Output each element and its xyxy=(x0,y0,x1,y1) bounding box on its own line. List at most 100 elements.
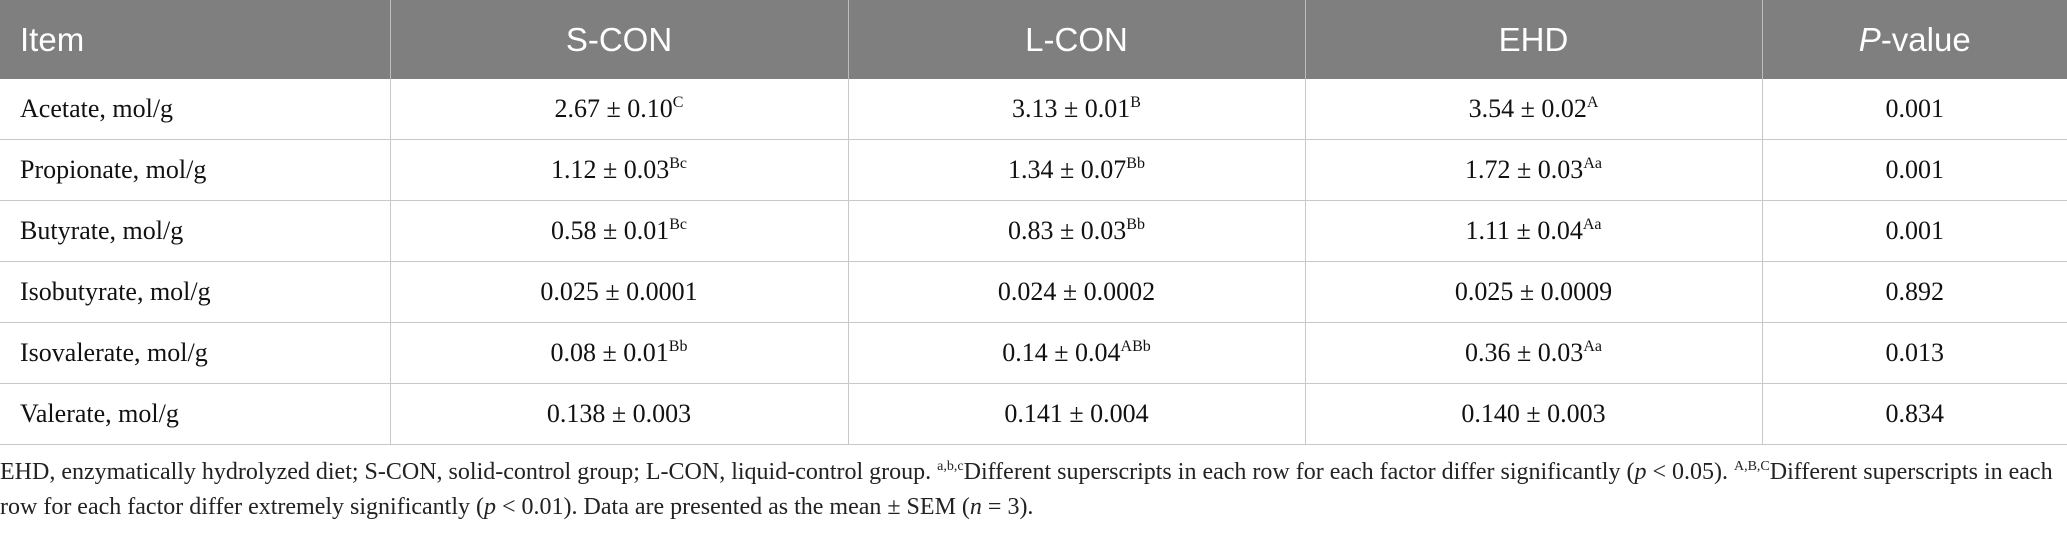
cell-text: Propionate, mol/g xyxy=(20,155,207,184)
superscript: C xyxy=(672,94,684,111)
table-row: Propionate, mol/g 1.12 ± 0.03Bc 1.34 ± 0.0… xyxy=(0,139,2067,201)
table-cell: 0.834 xyxy=(1761,383,2067,445)
cell-text: Isobutyrate, mol/g xyxy=(20,277,211,306)
table-cell: 0.024 ± 0.0002 xyxy=(847,261,1305,323)
table-row: Acetate, mol/g 2.67 ± 0.10C 3.13 ± 0.01B 3.… xyxy=(0,79,2067,140)
cell-text: Butyrate, mol/g xyxy=(20,216,184,245)
table-cell: 0.138 ± 0.003 xyxy=(389,383,848,445)
table-row: Isobutyrate, mol/g 0.025 ± 0.0001 0.024 ± … xyxy=(0,261,2067,323)
footnote-text: n xyxy=(969,494,982,520)
cell-text: 0.001 xyxy=(1885,216,1945,245)
cell-text: 0.025 ± 0.0009 xyxy=(1454,277,1613,306)
row-label: Isobutyrate, mol/g xyxy=(0,261,390,323)
header-text: Item xyxy=(20,20,85,58)
cell-text: 0.024 ± 0.0002 xyxy=(997,277,1156,306)
table-cell: 0.141 ± 0.004 xyxy=(847,383,1305,445)
cell-text: Acetate, mol/g xyxy=(20,94,174,123)
footnote-text: EHD, enzymatically hydrolyzed diet; S-CO… xyxy=(0,459,938,485)
table-cell: 1.11 ± 0.04Aa xyxy=(1304,200,1762,262)
table-cell: 1.72 ± 0.03Aa xyxy=(1304,139,1762,201)
footnote-text: < 0.01). Data are presented as the mean … xyxy=(496,494,970,520)
superscript: Aa xyxy=(1583,338,1602,355)
table-cell: 0.140 ± 0.003 xyxy=(1304,383,1762,445)
header-text: EHD xyxy=(1498,20,1569,58)
superscript: Aa xyxy=(1582,216,1602,233)
header-text: L-CON xyxy=(1025,20,1128,58)
table-cell: 0.08 ± 0.01Bb xyxy=(389,322,848,384)
table-cell: 0.025 ± 0.0001 xyxy=(389,261,848,323)
cell-text: Isovalerate, mol/g xyxy=(20,338,208,367)
table-row: Isovalerate, mol/g 0.08 ± 0.01Bb 0.14 ± 0.… xyxy=(0,322,2067,384)
header-cell: EHD xyxy=(1304,0,1762,79)
superscript: B xyxy=(1130,94,1141,111)
table-cell: 0.14 ± 0.04ABb xyxy=(847,322,1305,384)
cell-text: 0.138 ± 0.003 xyxy=(546,399,692,428)
header-cell: Item xyxy=(0,0,390,79)
table-cell: 0.025 ± 0.0009 xyxy=(1304,261,1762,323)
cell-text: 0.140 ± 0.003 xyxy=(1461,399,1606,428)
cell-text: 0.83 ± 0.03 xyxy=(1008,216,1127,245)
cell-text: 0.36 ± 0.03 xyxy=(1465,338,1584,367)
table-cell: 0.892 xyxy=(1761,261,2067,323)
footnote: EHD, enzymatically hydrolyzed diet; S-CO… xyxy=(0,455,2067,525)
table-cell: 3.54 ± 0.02A xyxy=(1304,79,1762,140)
row-label: Valerate, mol/g xyxy=(0,383,390,445)
header-text: -value xyxy=(1880,20,1971,58)
table-cell: 0.36 ± 0.03Aa xyxy=(1304,322,1762,384)
cell-text: 0.141 ± 0.004 xyxy=(1004,399,1149,428)
row-label: Propionate, mol/g xyxy=(0,139,390,201)
cell-text: 0.14 ± 0.04 xyxy=(1002,338,1121,367)
superscript: Bb xyxy=(1126,216,1145,233)
cell-text: Valerate, mol/g xyxy=(20,399,179,428)
cell-text: 2.67 ± 0.10 xyxy=(554,94,673,123)
table-cell: 1.34 ± 0.07Bb xyxy=(847,139,1305,201)
table-body: Acetate, mol/g 2.67 ± 0.10C 3.13 ± 0.01B 3.… xyxy=(0,79,2067,445)
header-cell: S-CON xyxy=(389,0,848,79)
footnote-text: Different superscripts in each row for e… xyxy=(0,459,2053,520)
footnote-text: a,b,c xyxy=(937,459,964,474)
footnote-text: < 0.05). xyxy=(1646,459,1734,485)
cell-text: 0.08 ± 0.01 xyxy=(550,338,669,367)
cell-text: 1.72 ± 0.03 xyxy=(1465,155,1584,184)
cell-text: 0.892 xyxy=(1885,277,1945,306)
footnote-text: Different superscripts in each row for e… xyxy=(963,459,1635,485)
table-cell: 3.13 ± 0.01B xyxy=(847,79,1305,140)
cell-text: 0.025 ± 0.0001 xyxy=(540,277,698,306)
table-cell: 1.12 ± 0.03Bc xyxy=(389,139,848,201)
footnote-text: p xyxy=(1634,459,1647,485)
header-cell: L-CON xyxy=(847,0,1305,79)
superscript: Bc xyxy=(669,155,688,172)
table-cell: 0.58 ± 0.01Bc xyxy=(389,200,848,262)
table-cell: 0.83 ± 0.03Bb xyxy=(847,200,1305,262)
cell-text: 1.11 ± 0.04 xyxy=(1465,216,1583,245)
superscript: Aa xyxy=(1583,155,1602,172)
cell-text: 0.001 xyxy=(1885,155,1945,184)
cell-text: 1.34 ± 0.07 xyxy=(1008,155,1127,184)
header-text: S-CON xyxy=(565,20,673,58)
table-cell: 0.013 xyxy=(1761,322,2067,384)
cell-text: 0.58 ± 0.01 xyxy=(550,216,670,245)
cell-text: 3.13 ± 0.01 xyxy=(1012,94,1131,123)
footnote-text: p xyxy=(484,494,497,520)
cell-text: 0.001 xyxy=(1885,94,1945,123)
table-row: Butyrate, mol/g 0.58 ± 0.01Bc 0.83 ± 0.03B… xyxy=(0,200,2067,262)
superscript: Bb xyxy=(1126,155,1145,172)
cell-text: 1.12 ± 0.03 xyxy=(550,155,670,184)
superscript: ABb xyxy=(1120,338,1151,355)
footnote-text: = 3). xyxy=(981,494,1034,520)
header-cell: P-value xyxy=(1761,0,2067,79)
data-table: Item S-CON L-CON EHD P-value Acetate, mol/g 2… xyxy=(0,0,2067,445)
cell-text: 0.834 xyxy=(1885,399,1945,428)
row-label: Acetate, mol/g xyxy=(0,79,390,140)
table-cell: 0.001 xyxy=(1761,139,2067,201)
row-label: Butyrate, mol/g xyxy=(0,200,390,262)
header-text: P xyxy=(1858,20,1881,58)
row-label: Isovalerate, mol/g xyxy=(0,322,390,384)
footnote-text: A,B,C xyxy=(1733,459,1770,474)
table-row: Valerate, mol/g 0.138 ± 0.003 0.141 ± 0.00… xyxy=(0,383,2067,445)
cell-text: 0.013 xyxy=(1885,338,1945,367)
superscript: Bb xyxy=(668,338,688,355)
superscript: Bc xyxy=(669,216,688,233)
superscript: A xyxy=(1586,94,1599,111)
